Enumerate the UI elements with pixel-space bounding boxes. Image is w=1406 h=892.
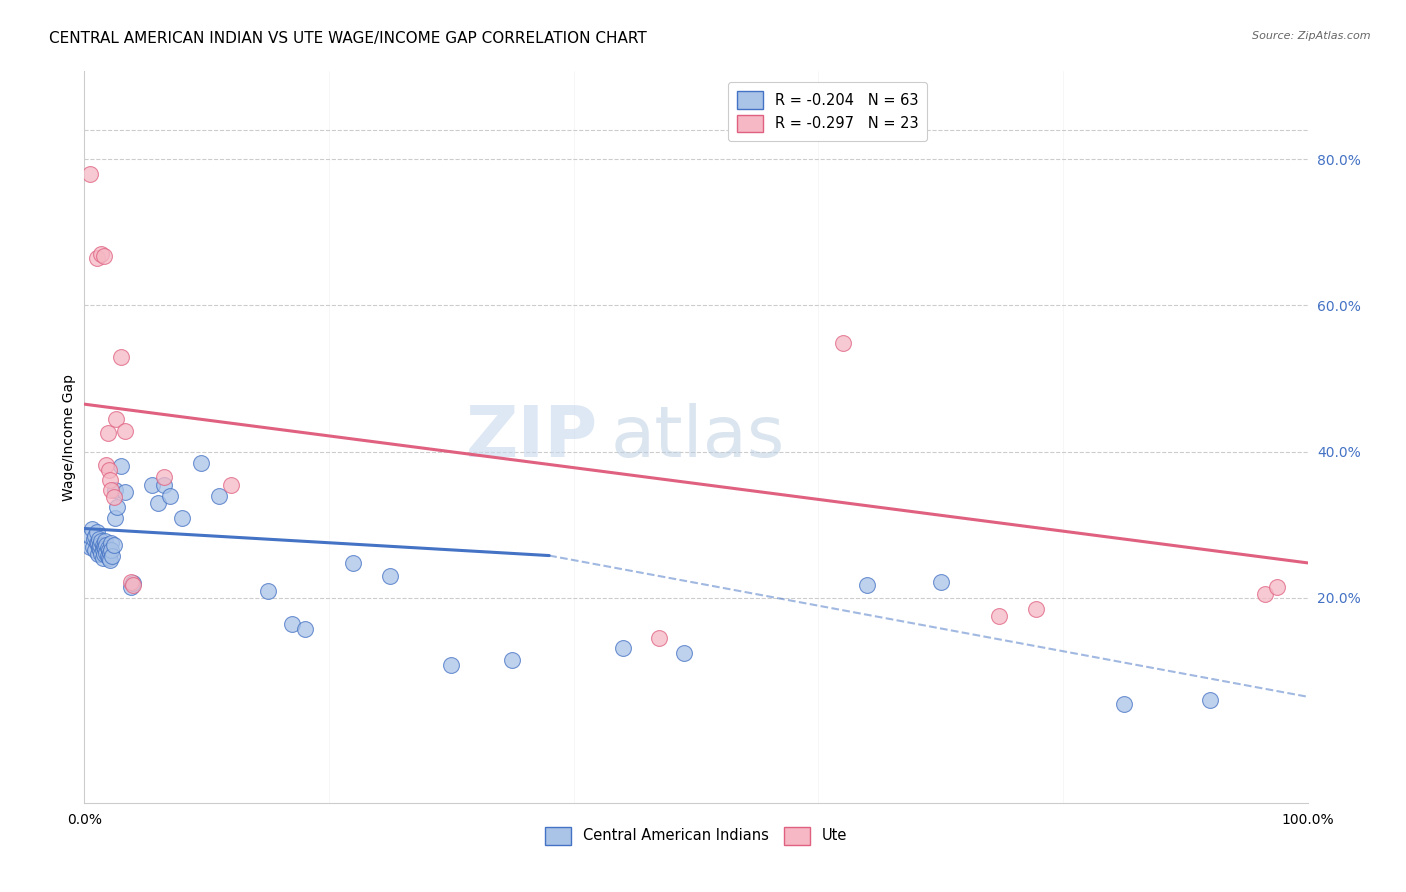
- Point: [79, 167, 101, 181]
- Point: [98, 473, 121, 487]
- Point: [97, 543, 120, 558]
- Point: [96, 546, 118, 560]
- Text: ZIP: ZIP: [465, 402, 598, 472]
- Point: [257, 583, 280, 598]
- Text: atlas: atlas: [610, 402, 785, 472]
- Point: [1114, 697, 1136, 711]
- Point: [502, 653, 524, 667]
- Point: [114, 424, 136, 438]
- Point: [87, 536, 110, 550]
- Point: [612, 640, 634, 655]
- Point: [294, 622, 316, 636]
- Point: [988, 609, 1011, 624]
- Point: [98, 546, 121, 560]
- Point: [122, 576, 145, 591]
- Point: [122, 578, 145, 592]
- Point: [80, 521, 103, 535]
- Point: [1265, 580, 1288, 594]
- Point: [87, 547, 110, 561]
- Point: [98, 553, 121, 567]
- Point: [1254, 587, 1277, 601]
- Point: [100, 536, 122, 550]
- Point: [94, 533, 117, 548]
- Point: [380, 569, 402, 583]
- Point: [83, 533, 105, 547]
- Point: [114, 485, 136, 500]
- Point: [89, 538, 111, 552]
- Point: [97, 541, 120, 556]
- Point: [105, 500, 128, 514]
- Point: [105, 412, 128, 426]
- Point: [91, 538, 114, 552]
- Point: [87, 533, 110, 547]
- Point: [103, 538, 125, 552]
- Point: [146, 496, 169, 510]
- Point: [100, 483, 122, 497]
- Point: [856, 578, 879, 592]
- Point: [82, 540, 104, 554]
- Point: [86, 536, 108, 550]
- Y-axis label: Wage/Income Gap: Wage/Income Gap: [62, 374, 76, 500]
- Point: [101, 549, 124, 563]
- Point: [89, 543, 111, 558]
- Point: [153, 470, 176, 484]
- Point: [97, 549, 120, 563]
- Point: [1025, 602, 1047, 616]
- Point: [79, 540, 101, 554]
- Text: Source: ZipAtlas.com: Source: ZipAtlas.com: [1253, 31, 1371, 41]
- Point: [440, 658, 463, 673]
- Point: [93, 249, 115, 263]
- Point: [97, 550, 120, 565]
- Point: [100, 543, 122, 558]
- Point: [84, 529, 107, 543]
- Point: [86, 525, 108, 540]
- Point: [929, 574, 952, 589]
- Point: [104, 510, 127, 524]
- Point: [79, 529, 101, 543]
- Point: [648, 632, 671, 646]
- Legend: Central American Indians, Ute: Central American Indians, Ute: [540, 821, 852, 850]
- Point: [219, 477, 242, 491]
- Point: [110, 350, 132, 364]
- Point: [86, 251, 108, 265]
- Point: [141, 477, 163, 491]
- Point: [84, 543, 107, 558]
- Point: [90, 533, 112, 548]
- Point: [1198, 693, 1220, 707]
- Point: [90, 247, 112, 261]
- Point: [672, 646, 695, 660]
- Point: [93, 540, 115, 554]
- Point: [96, 538, 118, 552]
- Point: [93, 547, 115, 561]
- Point: [104, 483, 127, 497]
- Point: [103, 490, 125, 504]
- Point: [97, 463, 120, 477]
- Point: [190, 456, 212, 470]
- Text: CENTRAL AMERICAN INDIAN VS UTE WAGE/INCOME GAP CORRELATION CHART: CENTRAL AMERICAN INDIAN VS UTE WAGE/INCO…: [49, 31, 647, 46]
- Point: [97, 426, 120, 441]
- Point: [96, 458, 118, 472]
- Point: [91, 550, 114, 565]
- Point: [831, 336, 853, 351]
- Point: [90, 547, 112, 561]
- Point: [153, 477, 176, 491]
- Point: [208, 489, 231, 503]
- Point: [94, 541, 117, 556]
- Point: [110, 459, 132, 474]
- Point: [172, 510, 194, 524]
- Point: [87, 541, 110, 556]
- Point: [120, 574, 142, 589]
- Point: [120, 580, 142, 594]
- Point: [91, 543, 114, 558]
- Point: [281, 616, 304, 631]
- Point: [159, 489, 181, 503]
- Point: [342, 556, 364, 570]
